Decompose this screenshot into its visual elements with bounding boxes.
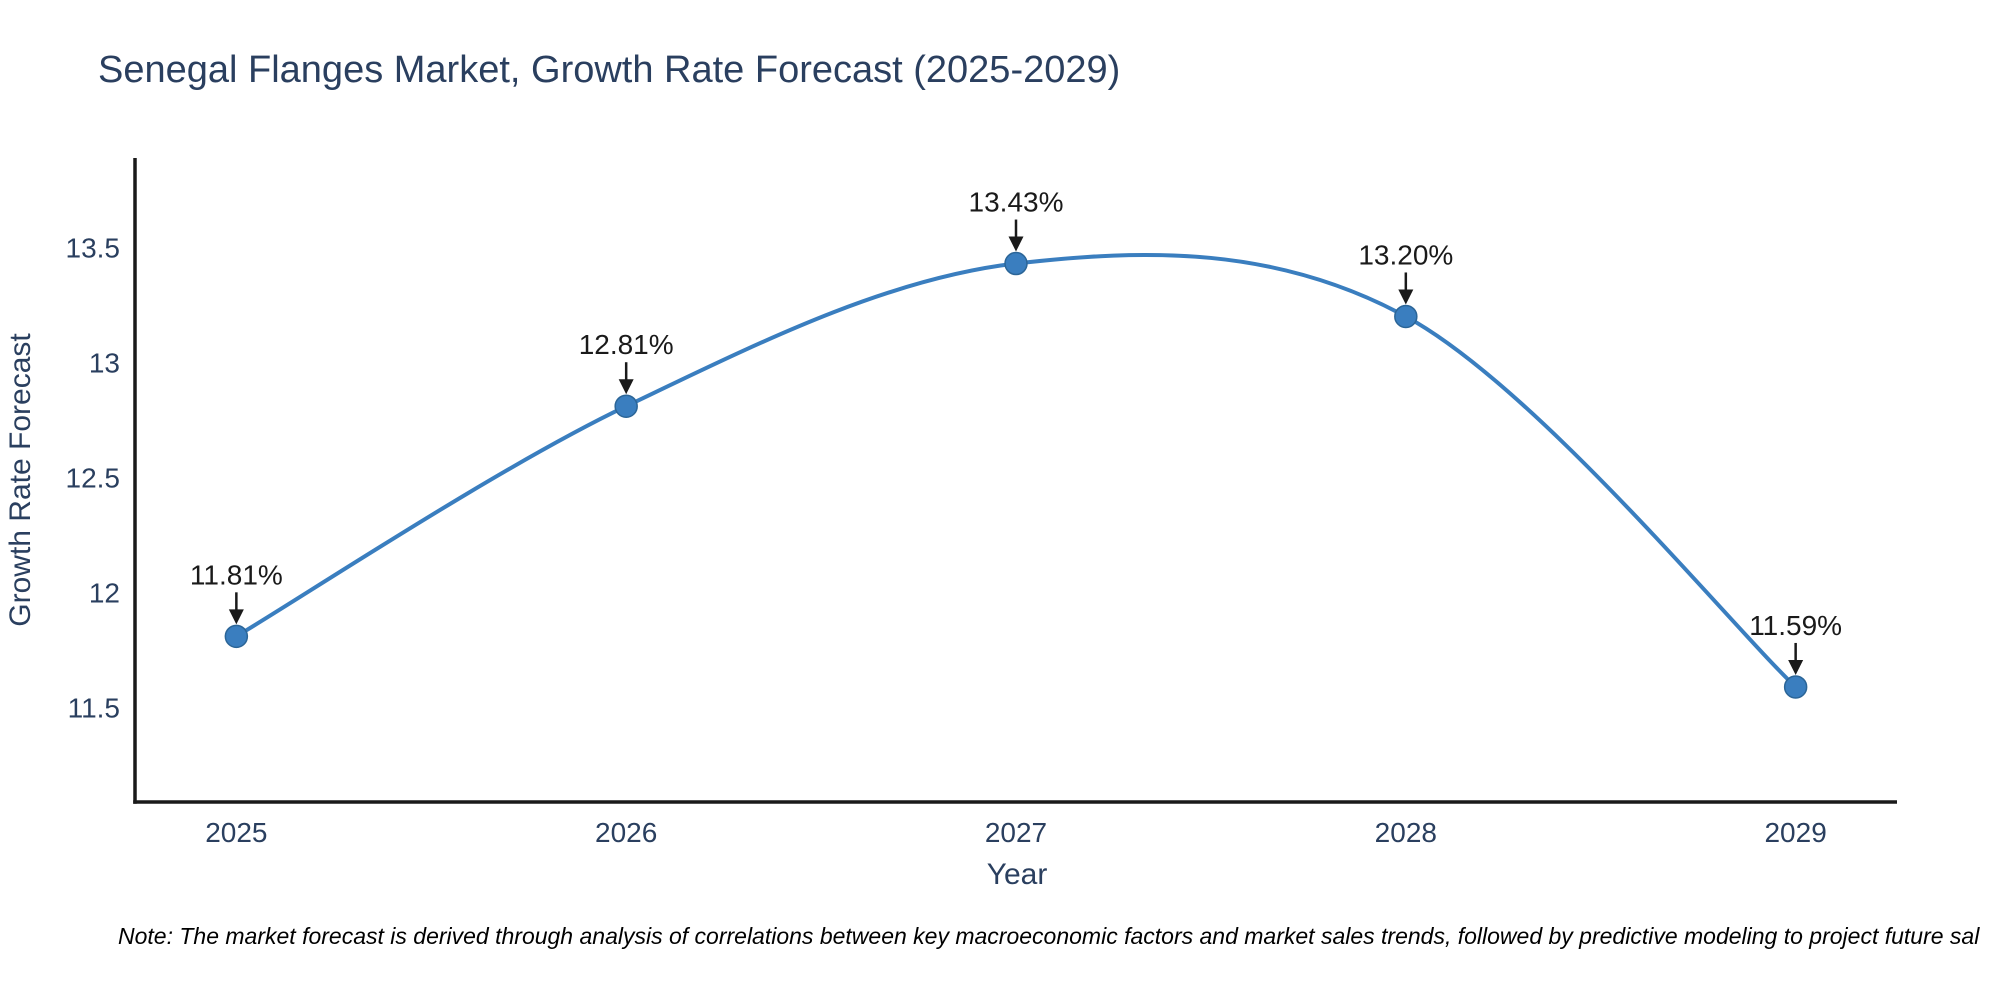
- y-axis-tick-labels: 11.5 12 12.5 13 13.5: [66, 232, 121, 723]
- footnote: Note: The market forecast is derived thr…: [118, 923, 1980, 949]
- point-annotation: 11.81%: [190, 559, 283, 625]
- y-axis-title: Growth Rate Forecast: [4, 333, 37, 627]
- data-point-marker[interactable]: [224, 624, 249, 649]
- annotation-arrowhead-icon: [1008, 236, 1024, 252]
- x-axis-title: Year: [987, 858, 1048, 891]
- annotation-arrowhead-icon: [1788, 659, 1804, 675]
- annotation-arrowhead-icon: [618, 379, 634, 395]
- y-tick-label: 13: [89, 347, 120, 378]
- data-point-markers: [224, 251, 1808, 699]
- data-point-annotations: 11.81% 12.81% 13.43% 13.20% 11.59%: [190, 187, 1842, 675]
- point-annotation: 12.81%: [579, 329, 674, 395]
- y-tick-label: 12.5: [66, 463, 121, 494]
- y-tick-label: 13.5: [66, 232, 121, 263]
- point-annotation: 13.43%: [969, 187, 1064, 252]
- annotation-arrowhead-icon: [228, 609, 244, 625]
- point-annotation: 11.59%: [1749, 610, 1842, 675]
- annotation-arrowhead-icon: [1398, 289, 1414, 305]
- data-point-marker[interactable]: [614, 394, 638, 418]
- y-tick-label: 11.5: [68, 693, 120, 724]
- data-point-marker[interactable]: [1004, 251, 1028, 276]
- x-tick-label: 2026: [595, 817, 657, 848]
- chart-title: Senegal Flanges Market, Growth Rate Fore…: [98, 49, 1120, 91]
- annotation-value-label: 12.81%: [579, 329, 674, 360]
- point-annotation: 13.20%: [1358, 239, 1453, 305]
- annotation-value-label: 11.59%: [1749, 610, 1842, 641]
- data-point-marker[interactable]: [1394, 304, 1418, 329]
- data-point-marker[interactable]: [1783, 675, 1808, 699]
- x-tick-label: 2029: [1764, 817, 1826, 848]
- x-tick-label: 2027: [985, 817, 1047, 848]
- annotation-value-label: 11.81%: [190, 559, 283, 590]
- x-tick-label: 2025: [205, 817, 267, 848]
- annotation-value-label: 13.20%: [1358, 239, 1453, 270]
- forecast-series-line: [234, 252, 1798, 689]
- annotation-value-label: 13.43%: [969, 187, 1064, 218]
- y-tick-label: 12: [89, 578, 120, 609]
- x-axis-tick-labels: 2025 2026 2027 2028 2029: [205, 817, 1827, 848]
- x-tick-label: 2028: [1375, 817, 1437, 848]
